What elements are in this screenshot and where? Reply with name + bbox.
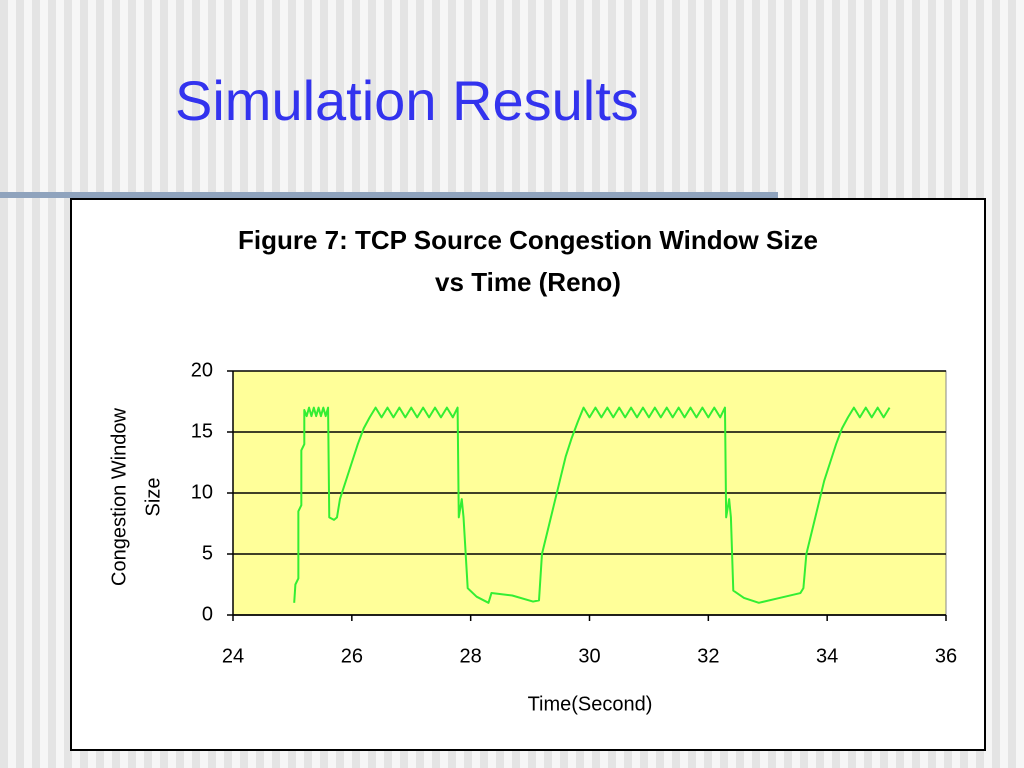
y-axis-label: Size [142,478,164,517]
y-tick-label: 20 [191,359,213,381]
y-tick-label: 0 [202,603,213,625]
slide-title: Simulation Results [175,69,639,132]
x-tick-label: 28 [460,645,482,667]
x-tick-label: 26 [341,645,363,667]
x-tick-label: 32 [697,645,719,667]
chart-title: vs Time (Reno) [435,267,621,297]
y-tick-label: 5 [202,542,213,564]
y-axis-label: Congestion Window [108,408,130,586]
x-tick-label: 24 [222,645,244,667]
x-axis-label: Time(Second) [528,693,653,715]
y-axis-label-group: Congestion Window Size [108,408,164,586]
data-line [293,406,891,604]
x-tick-label: 36 [935,645,957,667]
chart-title: Figure 7: TCP Source Congestion Window S… [238,225,818,255]
title-rule [0,192,778,198]
x-tick-label: 34 [816,645,838,667]
y-tick-label: 15 [191,420,213,442]
x-tick-label: 30 [578,645,600,667]
y-tick-label: 10 [191,481,213,503]
